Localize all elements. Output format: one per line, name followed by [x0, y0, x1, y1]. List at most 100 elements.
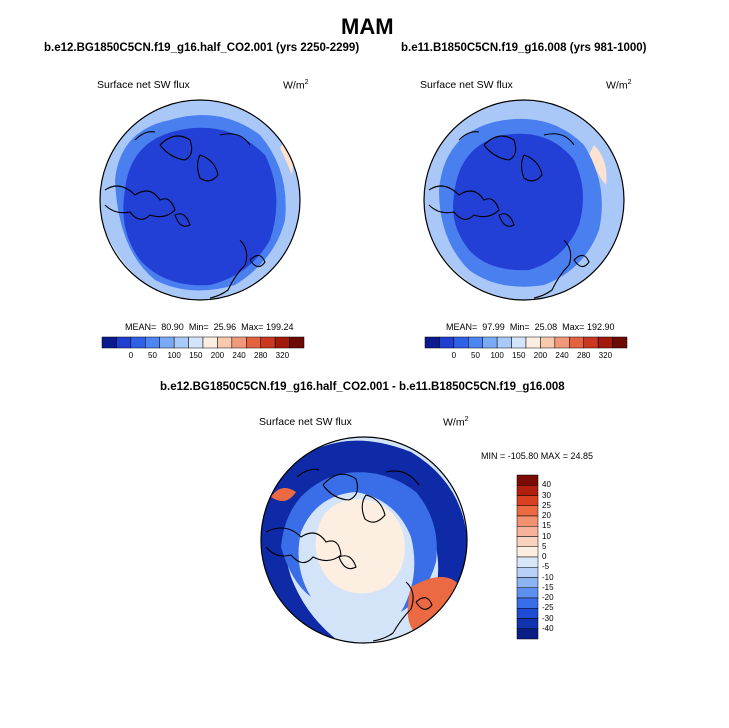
- colorbar-tick-label: 150: [189, 351, 203, 360]
- colorbar-swatch: [516, 556, 539, 568]
- colorbar-swatch: [569, 336, 584, 349]
- right-coastlines: [428, 131, 590, 299]
- colorbar-tick-label: -10: [542, 572, 554, 582]
- diff-map-navy-ring: [261, 440, 467, 643]
- colorbar-tick-label: -5: [542, 562, 550, 572]
- colorbar-tick-label: 100: [167, 351, 181, 360]
- colorbar-tick-label: 280: [577, 351, 591, 360]
- left-case-title: b.e12.BG1850C5CN.f19_g16.half_CO2.001 (y…: [44, 42, 360, 54]
- right-case-title: b.e11.B1850C5CN.f19_g16.008 (yrs 981-100…: [401, 42, 647, 54]
- right-colorbar-ticks: 0 50 100 150 200 240 280 320: [425, 351, 627, 363]
- colorbar-swatch: [439, 336, 455, 349]
- colorbar-swatch: [173, 336, 189, 349]
- diff-minmax: MIN = -105.80 MAX = 24.85: [481, 451, 594, 461]
- colorbar-swatch: [516, 536, 539, 547]
- colorbar-tick-label: 30: [542, 490, 551, 500]
- diff-case-title: b.e12.BG1850C5CN.f19_g16.half_CO2.001 - …: [160, 381, 565, 393]
- left-map-border: [99, 99, 301, 301]
- colorbar-swatch: [516, 608, 539, 619]
- colorbar-swatch: [274, 336, 290, 349]
- colorbar-tick-label: 240: [555, 351, 569, 360]
- colorbar-swatch: [516, 515, 539, 527]
- colorbar-swatch: [540, 336, 556, 349]
- right-map-warm-patch: [589, 145, 607, 185]
- colorbar-tick-label: 240: [232, 351, 246, 360]
- diff-colorbar-ticks: 40 30 25 20 15 10 5 0 -5 -10 -15 -20 -25 -30 -40: [542, 475, 572, 639]
- left-stats: MEAN= 80.90 Min= 25.96 Max= 199.24: [125, 322, 294, 332]
- colorbar-tick-label: 320: [275, 351, 290, 360]
- colorbar-swatch: [516, 474, 539, 486]
- colorbar-swatch: [612, 336, 628, 349]
- left-colorbar-ticks: 0 50 100 150 200 240 280 320: [102, 351, 304, 363]
- colorbar-swatch: [554, 336, 570, 349]
- colorbar-tick-label: 40: [542, 480, 551, 490]
- colorbar-swatch: [453, 336, 469, 349]
- colorbar-swatch: [217, 336, 233, 349]
- colorbar-tick-label: 25: [542, 500, 551, 510]
- colorbar-swatch: [260, 336, 276, 349]
- figure-title: MAM: [341, 14, 394, 39]
- colorbar-swatch: [101, 336, 117, 349]
- colorbar-tick-label: 200: [533, 351, 548, 360]
- diff-map-border: [260, 436, 468, 644]
- colorbar-tick-label: 5: [542, 541, 547, 551]
- diff-units-label: W/m2: [443, 416, 469, 429]
- left-variable-label: Surface net SW flux: [97, 79, 190, 91]
- right-colorbar: [424, 336, 628, 349]
- colorbar-tick-label: 0: [128, 351, 134, 360]
- colorbar-swatch: [516, 505, 539, 517]
- colorbar-tick-label: 10: [542, 531, 551, 541]
- colorbar-swatch: [516, 546, 539, 558]
- colorbar-swatch: [597, 336, 613, 349]
- right-units-label: W/m2: [606, 79, 632, 92]
- colorbar-swatch: [516, 597, 539, 609]
- colorbar-swatch: [145, 336, 160, 349]
- colorbar-tick-label: 100: [490, 351, 504, 360]
- colorbar-tick-label: 15: [542, 521, 551, 531]
- colorbar-tick-label: 0: [542, 552, 547, 561]
- colorbar-swatch: [516, 618, 539, 629]
- diff-coastlines: [265, 468, 433, 642]
- colorbar-swatch: [496, 336, 512, 349]
- colorbar-swatch: [468, 336, 483, 349]
- colorbar-swatch: [202, 336, 218, 349]
- colorbar-swatch: [583, 336, 599, 349]
- colorbar-tick-label: 320: [598, 351, 613, 360]
- colorbar-swatch: [482, 336, 498, 349]
- colorbar-swatch: [159, 336, 175, 349]
- diff-map-blue-ring: [281, 472, 437, 612]
- colorbar-swatch: [130, 336, 146, 349]
- right-polar-map: [423, 99, 625, 301]
- colorbar-tick-label: 50: [471, 351, 480, 360]
- colorbar-swatch: [516, 495, 539, 506]
- colorbar-swatch: [516, 567, 539, 578]
- right-map-border: [423, 99, 625, 301]
- colorbar-swatch: [511, 336, 527, 349]
- colorbar-tick-label: -25: [542, 603, 554, 613]
- colorbar-swatch: [516, 485, 539, 496]
- colorbar-tick-label: 20: [542, 511, 551, 520]
- colorbar-swatch: [231, 336, 247, 349]
- colorbar-swatch: [246, 336, 261, 349]
- diff-variable-label: Surface net SW flux: [259, 416, 352, 428]
- colorbar-tick-label: -40: [542, 623, 554, 633]
- left-units-label: W/m2: [283, 79, 309, 92]
- left-colorbar: [101, 336, 305, 349]
- diff-colorbar: [516, 474, 539, 640]
- colorbar-swatch: [289, 336, 305, 349]
- colorbar-swatch: [516, 526, 539, 537]
- diff-map-red-patch-west: [271, 488, 296, 501]
- right-stats: MEAN= 97.99 Min= 25.08 Max= 192.90: [446, 322, 615, 332]
- colorbar-swatch: [516, 577, 539, 588]
- colorbar-tick-label: -30: [542, 613, 554, 623]
- diff-polar-map: [260, 436, 468, 644]
- left-map-core: [123, 127, 277, 286]
- colorbar-tick-label: 0: [451, 351, 457, 360]
- right-map-core: [453, 133, 583, 271]
- colorbar-tick-label: 280: [254, 351, 268, 360]
- colorbar-tick-label: -15: [542, 582, 554, 592]
- colorbar-swatch: [516, 628, 539, 640]
- left-coastlines: [104, 131, 266, 299]
- left-polar-map: [99, 99, 301, 301]
- colorbar-swatch: [525, 336, 541, 349]
